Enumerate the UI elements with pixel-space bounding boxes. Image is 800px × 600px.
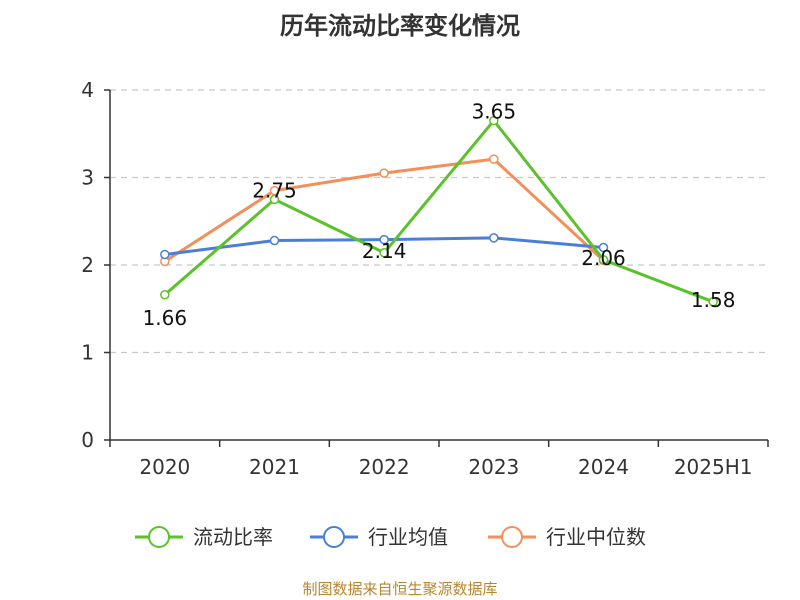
y-tick-label: 4 (81, 78, 94, 102)
legend[interactable]: 流动比率 行业均值 行业中位数 (135, 525, 646, 549)
legend-item-2[interactable]: 行业中位数 (488, 525, 646, 549)
data-label: 1.66 (143, 306, 188, 330)
data-point[interactable] (489, 115, 499, 126)
data-label: 3.65 (472, 100, 517, 124)
data-point[interactable] (598, 255, 609, 265)
x-tick-label: 2023 (468, 455, 519, 479)
legend-label: 流动比率 (193, 525, 273, 549)
y-tick-label: 3 (81, 166, 94, 190)
legend-swatch-marker (148, 526, 170, 548)
series-line-0[interactable] (163, 119, 714, 304)
data-labels: 1.66 2.75 2.14 3.65 2.06 1.58 (143, 100, 736, 330)
legend-label: 行业均值 (368, 525, 448, 549)
data-point[interactable] (379, 234, 389, 245)
data-point[interactable] (379, 248, 389, 258)
data-point[interactable] (708, 297, 718, 307)
y-tick-label: 0 (81, 428, 94, 452)
data-point[interactable] (269, 194, 280, 205)
x-tick-label: 2025H1 (674, 455, 753, 479)
data-label: 2.14 (362, 239, 407, 263)
x-tick-label: 2024 (578, 455, 629, 479)
data-point[interactable] (160, 290, 170, 300)
x-tick-label: 2021 (249, 455, 300, 479)
legend-item-1[interactable]: 行业均值 (310, 525, 448, 549)
data-label: 1.58 (691, 288, 736, 312)
data-point[interactable] (269, 235, 280, 246)
axes: 0 1 2 3 4 2020 2021 2022 2023 2024 2025H1 (81, 78, 769, 479)
data-point[interactable] (489, 154, 499, 164)
legend-swatch-marker (323, 526, 345, 548)
grid (110, 89, 768, 354)
chart-title: 历年流动比率变化情况 (280, 12, 520, 40)
source-note: 制图数据来自恒生聚源数据库 (302, 580, 497, 598)
legend-swatch-marker (501, 526, 523, 548)
legend-label: 行业中位数 (546, 525, 646, 549)
data-label: 2.06 (581, 246, 626, 270)
y-tick-label: 2 (81, 253, 94, 277)
data-point[interactable] (160, 249, 170, 260)
data-label: 2.75 (252, 178, 297, 202)
data-point[interactable] (489, 233, 499, 243)
data-point[interactable] (379, 168, 389, 178)
y-tick-label: 1 (81, 341, 94, 365)
series-group (160, 115, 718, 307)
data-point[interactable] (598, 242, 609, 253)
x-tick-label: 2020 (139, 455, 190, 479)
x-tick-label: 2022 (359, 455, 410, 479)
legend-item-0[interactable]: 流动比率 (135, 525, 273, 549)
